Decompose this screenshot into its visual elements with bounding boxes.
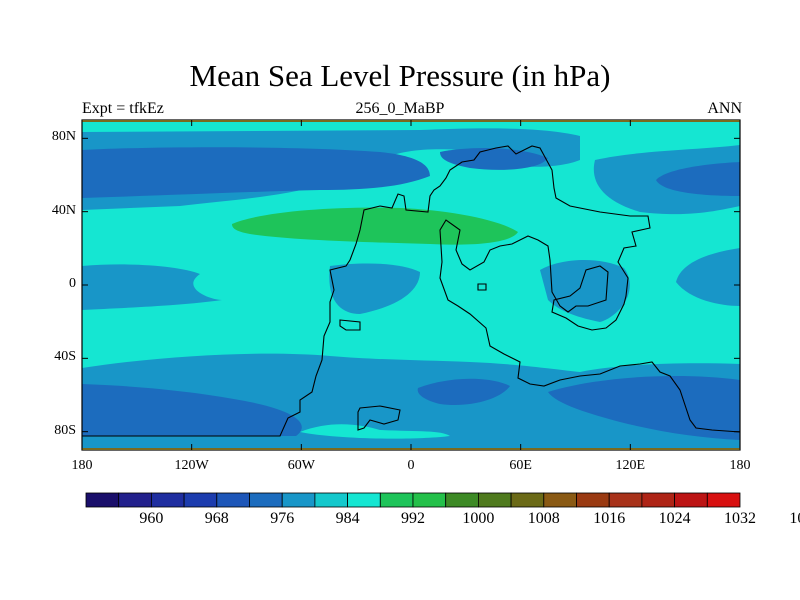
colorbar-label: 1024 xyxy=(658,510,691,527)
field-equator-west xyxy=(82,264,222,310)
colorbar-swatch xyxy=(281,492,316,508)
x-tick-label: 120W xyxy=(174,458,209,473)
colorbar-swatch xyxy=(608,492,643,508)
colorbar-swatch xyxy=(249,492,283,508)
colorbar-swatch xyxy=(118,492,152,508)
colorbar-label: 1016 xyxy=(593,510,626,527)
axis-ticks xyxy=(81,120,741,450)
y-tick-label: 80N xyxy=(51,129,76,145)
colorbar-swatch xyxy=(576,492,610,508)
pressure-field xyxy=(82,120,740,450)
field-high-1000 xyxy=(232,207,518,245)
colorbar-swatch xyxy=(412,492,447,508)
colorbar-swatch xyxy=(445,492,479,508)
colorbar-swatch xyxy=(706,492,741,508)
colorbar-label: 976 xyxy=(270,510,295,527)
colorbar-swatch xyxy=(314,492,348,508)
colorbar-label: 968 xyxy=(204,510,229,527)
field-south-976-west xyxy=(82,384,302,436)
y-tick-label: 0 xyxy=(69,276,76,291)
colorbar-swatch xyxy=(150,492,185,508)
colorbar-label: 984 xyxy=(335,510,360,527)
colorbar-label: 992 xyxy=(401,510,425,527)
coastline-island-c xyxy=(477,283,487,291)
colorbar-swatch xyxy=(641,492,676,508)
field-north-976b xyxy=(440,148,548,170)
colorbar-swatch xyxy=(216,492,250,508)
field-polar-light xyxy=(300,424,450,439)
colorbar-swatch xyxy=(543,492,577,508)
colorbar xyxy=(85,492,741,508)
coastline-island-b xyxy=(357,405,401,431)
colorbar-swatch xyxy=(85,492,120,508)
colorbar-swatch xyxy=(379,492,414,508)
x-tick-label: 180 xyxy=(729,458,751,473)
x-tick-label: 120E xyxy=(615,458,646,473)
x-tick-label: 0 xyxy=(407,458,415,473)
field-equator-atlantic xyxy=(329,263,420,314)
y-tick-label: 40N xyxy=(51,202,76,218)
subtitle-time: 256_0_MaBP xyxy=(355,100,445,117)
colorbar-label: 1032 xyxy=(724,510,756,527)
coastline xyxy=(82,145,740,437)
field-south-976-east xyxy=(548,376,740,440)
subtitle-experiment: Expt = tfkEz xyxy=(82,100,164,117)
colorbar-swatch xyxy=(477,492,512,508)
field-north-976 xyxy=(82,147,430,198)
field-equator-east xyxy=(676,248,740,306)
coastline-pangaea xyxy=(82,145,740,437)
y-tick-label: 40S xyxy=(54,349,76,365)
colorbar-label: 960 xyxy=(139,510,164,527)
plot-title: Mean Sea Level Pressure (in hPa) xyxy=(189,58,611,93)
y-tick-label: 80S xyxy=(54,422,76,438)
colorbar-swatch xyxy=(347,492,381,508)
field-northeast-976 xyxy=(656,162,740,196)
x-tick-label: 180 xyxy=(71,458,93,473)
x-tick-label: 60E xyxy=(509,458,532,473)
colorbar-label: 1000 xyxy=(462,510,495,527)
coastline-island-a xyxy=(339,319,361,331)
colorbar-label: 1008 xyxy=(527,510,560,527)
x-tick-label: 60W xyxy=(287,458,315,473)
colorbar-swatch xyxy=(510,492,545,508)
colorbar-swatch xyxy=(674,492,708,508)
colorbar-swatch xyxy=(183,492,218,508)
subtitle-season: ANN xyxy=(707,100,742,117)
colorbar-label: 1040 xyxy=(789,510,800,527)
field-south-976-mid xyxy=(417,378,510,406)
